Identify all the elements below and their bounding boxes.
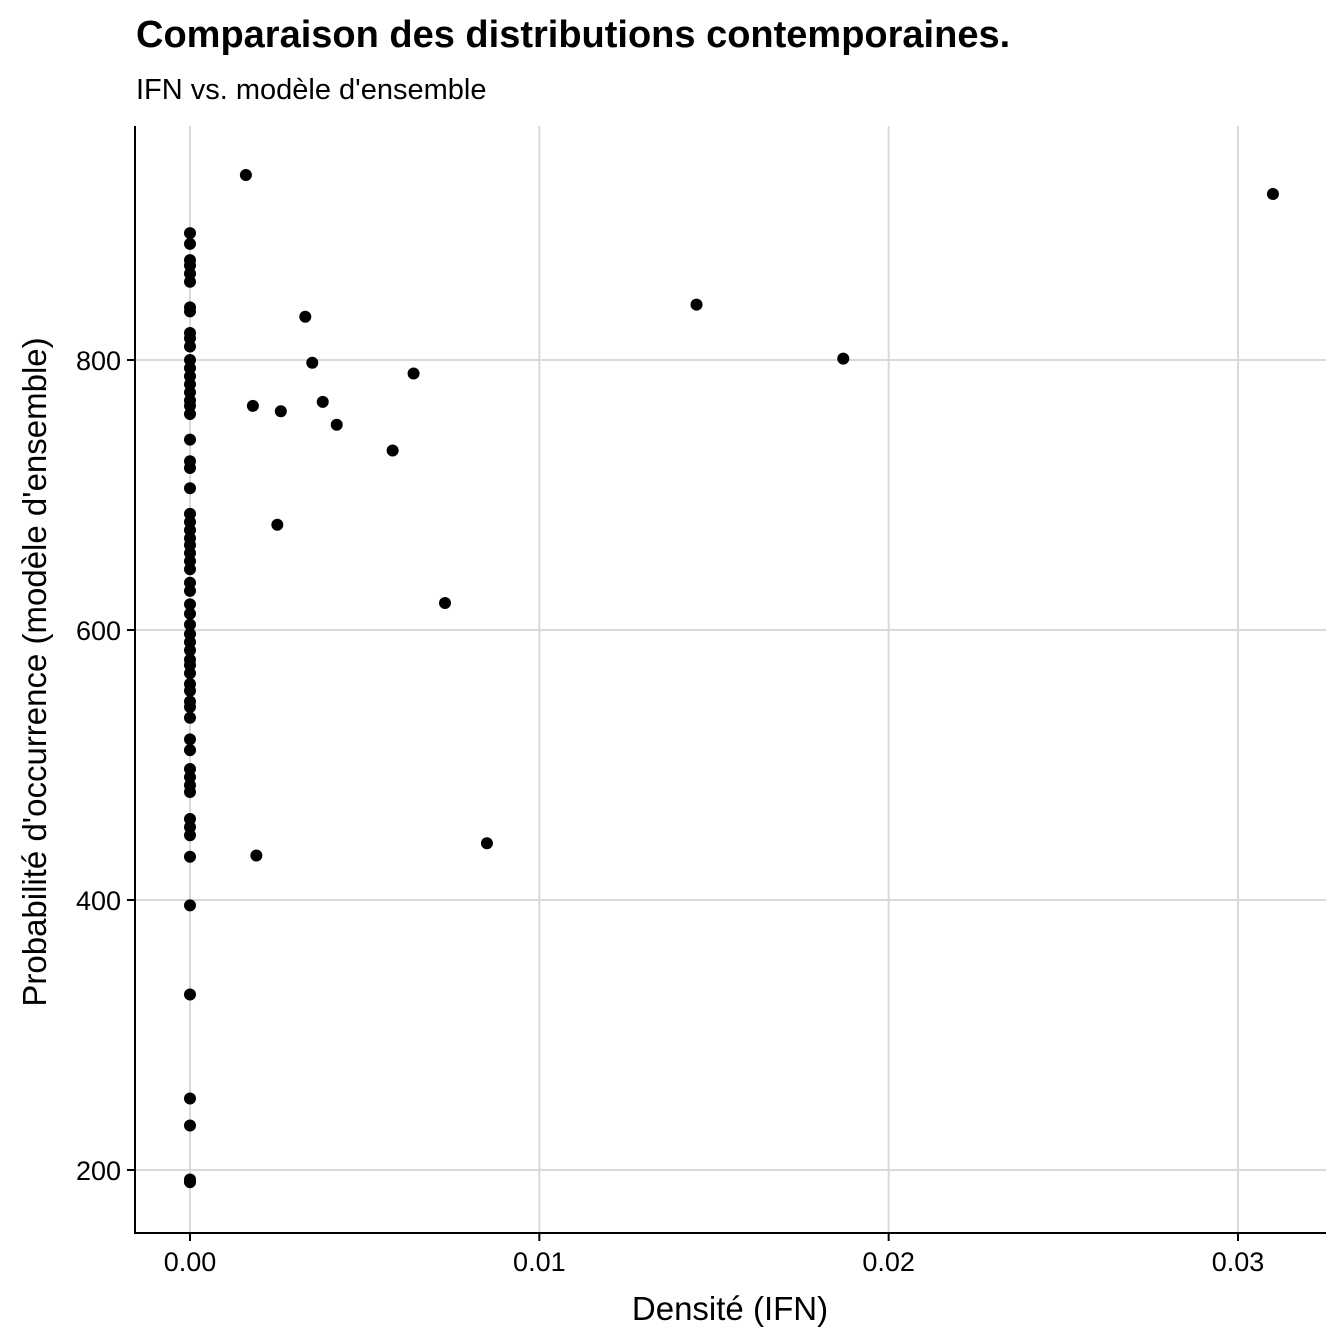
data-point xyxy=(184,1119,196,1132)
y-tick-label: 600 xyxy=(76,616,121,646)
x-tick-label: 0.00 xyxy=(164,1247,217,1277)
data-point xyxy=(837,352,850,365)
data-point xyxy=(184,667,196,680)
axes xyxy=(134,126,1326,1234)
data-point xyxy=(184,482,196,495)
y-tick-label: 800 xyxy=(76,346,121,376)
data-point xyxy=(184,275,196,288)
data-point xyxy=(184,305,196,318)
data-point xyxy=(184,786,196,798)
y-tick-label: 200 xyxy=(76,1156,121,1186)
data-point xyxy=(239,169,252,182)
data-point xyxy=(184,408,196,420)
data-point xyxy=(184,618,196,631)
data-point xyxy=(480,837,493,850)
data-point xyxy=(407,367,420,380)
data-point xyxy=(184,227,196,240)
x-tick-label: 0.02 xyxy=(862,1247,915,1277)
data-point xyxy=(184,1176,196,1189)
data-point xyxy=(184,462,196,474)
data-point xyxy=(184,711,196,724)
data-point xyxy=(184,563,196,576)
chart-subtitle: IFN vs. modèle d'ensemble xyxy=(136,74,487,106)
data-point xyxy=(274,405,287,418)
data-point xyxy=(330,418,343,431)
data-points xyxy=(184,169,1279,1189)
data-point xyxy=(184,1092,196,1105)
y-axis-title: Probabilité d'occurrence (modèle d'ensem… xyxy=(16,337,53,1006)
y-tick-label: 400 xyxy=(76,886,121,916)
x-tick-label: 0.03 xyxy=(1212,1247,1265,1277)
data-point xyxy=(184,237,196,250)
data-point xyxy=(271,518,284,531)
data-point xyxy=(184,733,196,746)
x-tick-label: 0.01 xyxy=(513,1247,566,1277)
data-point xyxy=(184,829,196,842)
data-point xyxy=(246,399,259,412)
data-point xyxy=(184,644,196,657)
data-point xyxy=(184,607,196,620)
data-point xyxy=(316,395,329,408)
data-point xyxy=(184,744,196,757)
data-point xyxy=(184,850,196,863)
data-point xyxy=(386,444,399,457)
data-point xyxy=(184,899,196,912)
data-point xyxy=(184,700,196,713)
data-point xyxy=(306,356,319,369)
data-point xyxy=(184,340,196,353)
chart-title: Comparaison des distributions contempora… xyxy=(136,14,1011,56)
data-point xyxy=(184,988,196,1001)
grid-lines xyxy=(135,126,1326,1233)
x-axis-title: Densité (IFN) xyxy=(632,1290,828,1327)
data-point xyxy=(184,598,196,611)
data-point xyxy=(1266,187,1279,200)
data-point xyxy=(184,433,196,446)
data-point xyxy=(184,584,196,597)
tick-labels: 0.00 0.01 0.02 0.03 200 400 600 800 xyxy=(76,346,1264,1277)
data-point xyxy=(184,684,196,697)
data-point xyxy=(690,298,703,311)
data-point xyxy=(439,597,452,609)
data-point xyxy=(250,849,263,862)
data-point xyxy=(299,310,312,323)
